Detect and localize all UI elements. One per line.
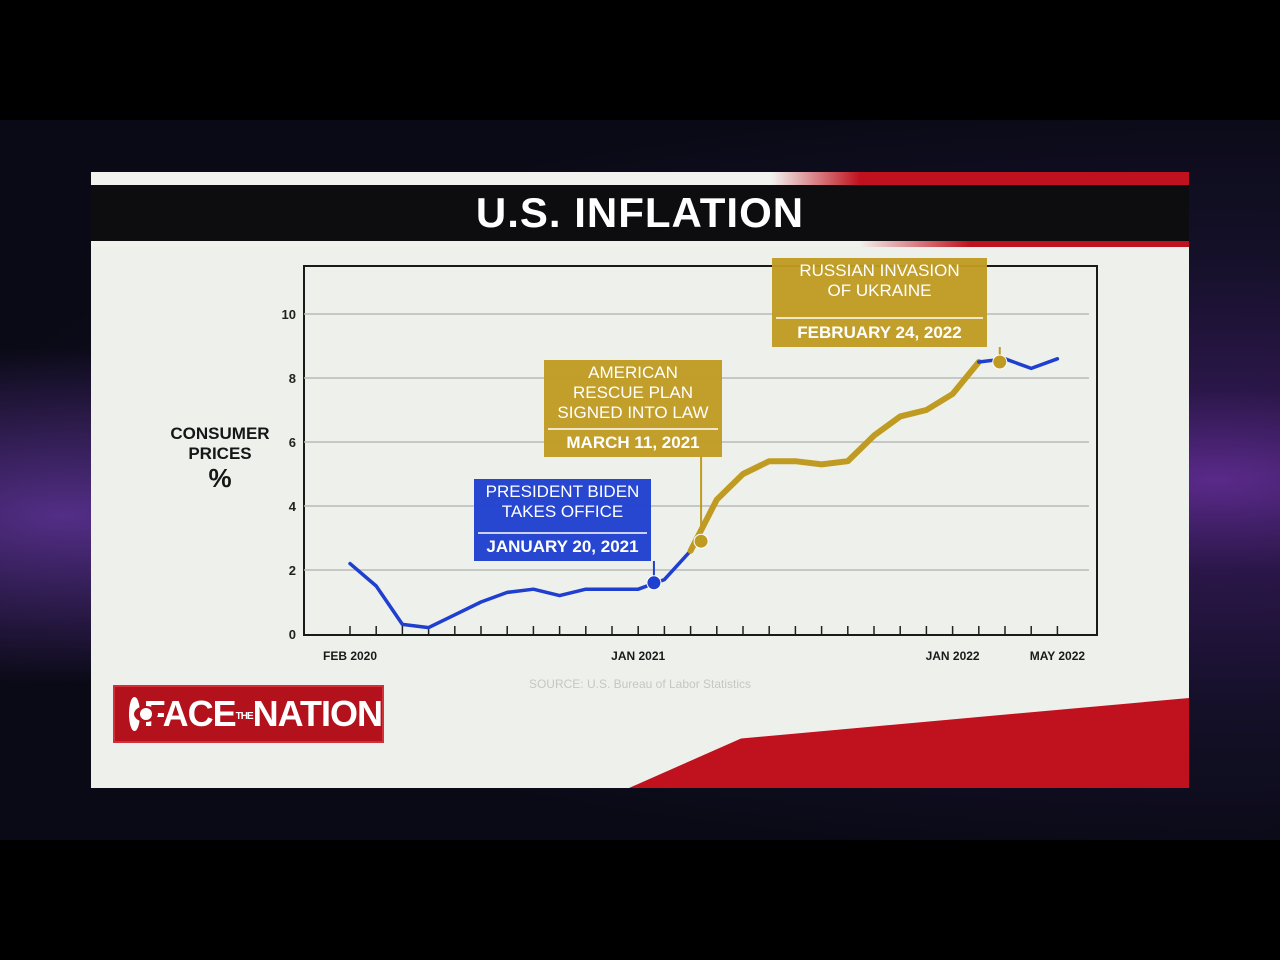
y-axis-label-text: CONSUMER PRICES%	[170, 424, 270, 493]
cbs-eye-icon	[129, 697, 158, 731]
title-bar	[91, 185, 1189, 241]
y-axis-label: CONSUMER PRICES%	[160, 424, 280, 493]
chart-title: U.S. INFLATION	[475, 189, 805, 236]
red-swoosh-graphic	[629, 698, 1189, 788]
title-top-strip	[91, 172, 1189, 185]
title-bottom-strip	[91, 241, 1189, 247]
source-credit: SOURCE: U.S. Bureau of Labor Statistics	[528, 677, 752, 691]
logo-text: FACETHENATION	[143, 693, 383, 734]
face-the-nation-logo: FACETHENATION	[113, 685, 384, 743]
